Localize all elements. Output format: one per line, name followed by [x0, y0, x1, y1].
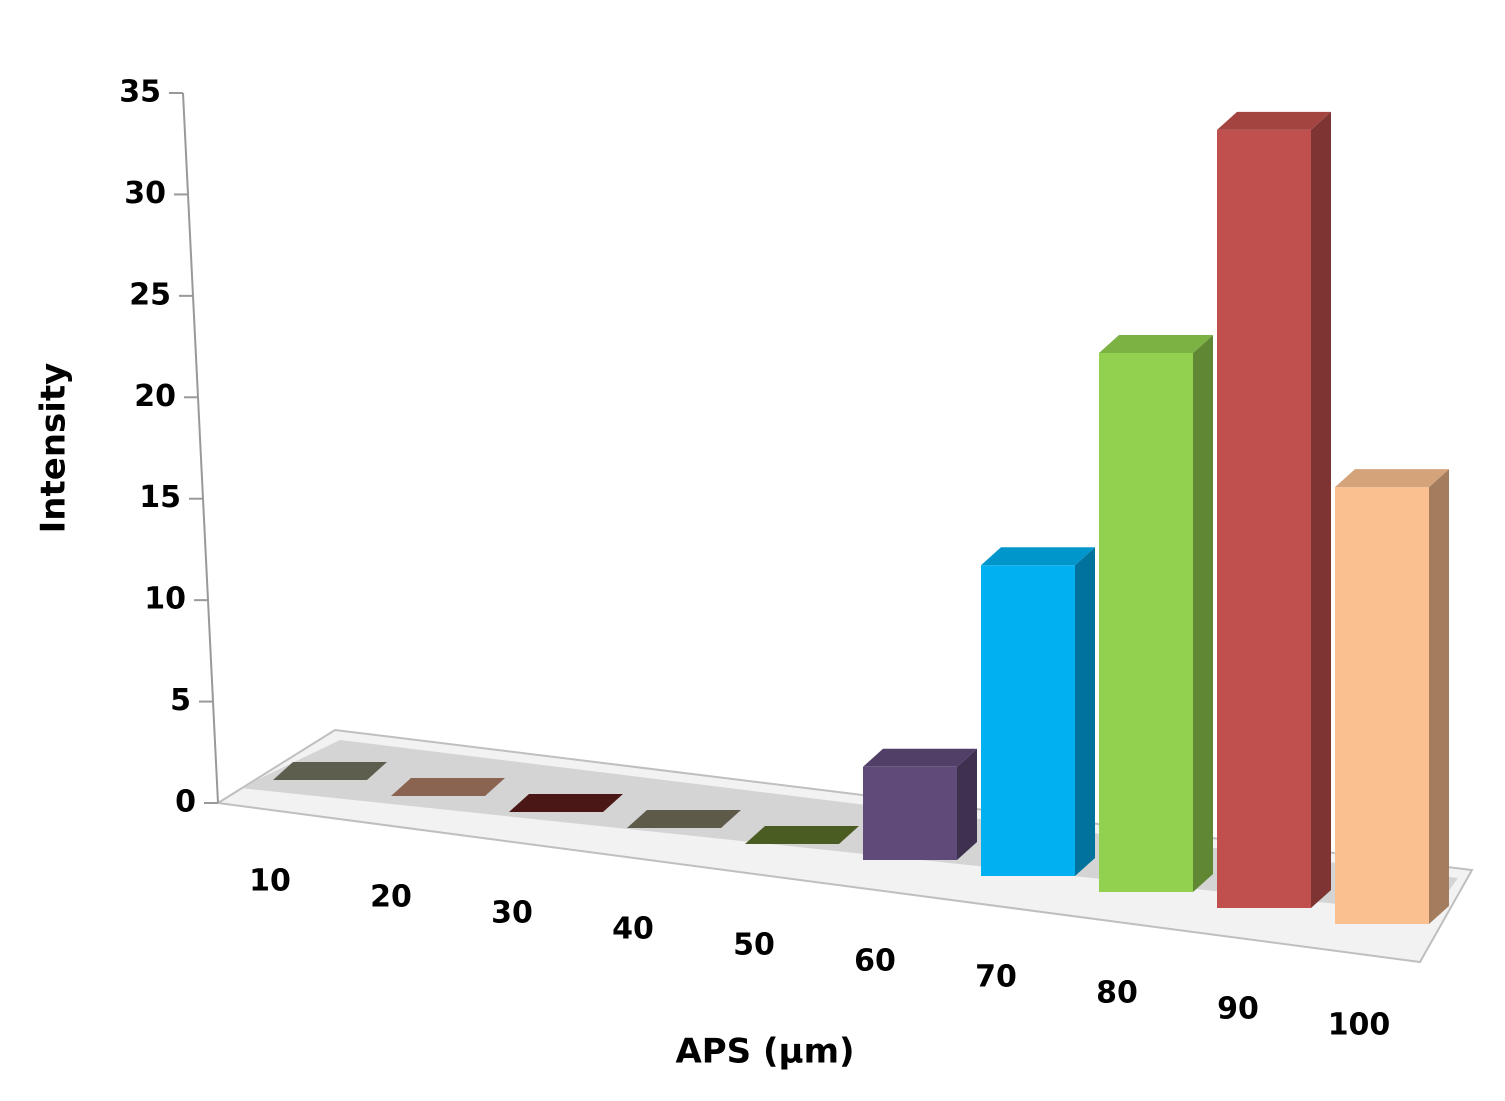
- y-tick-label: 15: [139, 480, 181, 515]
- bar-side: [1311, 111, 1331, 908]
- x-tick-label: 10: [249, 864, 291, 899]
- bar-top: [1217, 111, 1331, 130]
- bar-side: [1193, 335, 1213, 892]
- y-tick-label: 25: [129, 277, 171, 312]
- bar: [627, 810, 741, 828]
- y-tick-label: 5: [170, 683, 191, 718]
- bar: [1335, 487, 1429, 924]
- x-tick-label: 70: [975, 960, 1017, 995]
- bar: [1099, 353, 1193, 892]
- bar-side: [1429, 469, 1449, 924]
- y-tick-label: 20: [134, 379, 176, 414]
- y-tick-label: 30: [124, 176, 166, 211]
- bar-top: [981, 547, 1095, 566]
- bar: [863, 766, 957, 860]
- bar: [981, 565, 1075, 876]
- bar-top: [1099, 335, 1213, 353]
- bar: [1217, 129, 1311, 908]
- x-tick-label: 100: [1328, 1008, 1391, 1043]
- y-axis-title: Intensity: [34, 363, 74, 534]
- x-tick-label: 90: [1217, 992, 1259, 1027]
- y-tick-label: 0: [175, 785, 196, 820]
- bar: [391, 778, 505, 796]
- bar-top: [1335, 469, 1449, 488]
- bar: [509, 794, 623, 812]
- bar-top: [863, 748, 977, 767]
- bar: [745, 826, 859, 844]
- x-tick-label: 60: [854, 944, 896, 979]
- bar: [273, 762, 387, 780]
- y-axis: [182, 92, 219, 804]
- x-tick-label: 40: [612, 912, 654, 947]
- y-tick-label: 35: [119, 75, 161, 110]
- y-tick-label: 10: [144, 582, 186, 617]
- bar-side: [1075, 547, 1095, 876]
- x-tick-label: 50: [733, 928, 775, 963]
- bar-side: [957, 748, 977, 860]
- x-tick-label: 30: [491, 896, 533, 931]
- x-tick-label: 20: [370, 880, 412, 915]
- x-tick-label: 80: [1096, 976, 1138, 1011]
- x-axis-title: APS (µm): [675, 1032, 854, 1072]
